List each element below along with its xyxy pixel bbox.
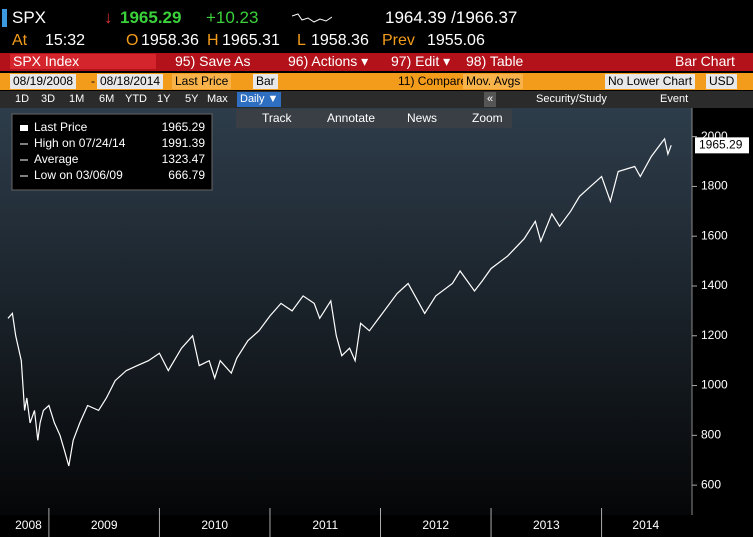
x-tick-label: 2013 (533, 518, 560, 532)
toolbar-field[interactable]: No Lower Chart (605, 74, 696, 89)
sparkline (292, 13, 332, 23)
toolbar: 08/19/2008-08/18/2014 Last Price Bar 11) Co… (0, 73, 753, 90)
quote-field: 1955.06 (427, 32, 485, 49)
legend-label: Last Price (34, 120, 88, 134)
chart-tool[interactable]: News (407, 111, 437, 125)
ticker-flag (2, 9, 7, 27)
period-button[interactable]: 1D (15, 93, 30, 105)
legend-value: 1965.29 (162, 120, 206, 134)
legend-label: High on 07/24/14 (34, 136, 126, 150)
toolbar-field[interactable]: Last Price (172, 74, 232, 89)
period-button[interactable]: 3D (41, 93, 56, 105)
y-tick-label: 1800 (701, 179, 728, 193)
period-button[interactable]: 5Y (185, 93, 199, 105)
quote-field: 1958.36 (141, 32, 199, 49)
quote-field: H (207, 32, 219, 49)
quote-field: L (297, 32, 306, 49)
toolbar-field[interactable]: 08/18/2014 (97, 74, 164, 89)
change: +10.23 (206, 8, 259, 27)
period-control[interactable]: Security/Study (536, 93, 607, 105)
quote-field: Prev (382, 32, 415, 49)
legend-value: 666.79 (168, 168, 205, 182)
menu-bar: SPX Index 95) Save As 96) Actions ▾ 97) Edi… (0, 53, 753, 71)
x-tick-label: 2010 (201, 518, 228, 532)
price-line (7, 137, 672, 467)
quote-field: At (12, 32, 28, 49)
quote-field: 1965.31 (222, 32, 280, 49)
quote-field: O (126, 32, 139, 49)
chart-tool[interactable]: Track (262, 111, 293, 125)
chart-tool[interactable]: Zoom (472, 111, 503, 125)
toolbar-field[interactable]: 08/19/2008 (10, 74, 77, 89)
menu-item[interactable]: 98) Table (466, 53, 524, 69)
bid-ask: 1964.39 /1966.37 (385, 8, 518, 27)
x-tick-label: 2009 (91, 518, 118, 532)
menu-item[interactable]: 95) Save As (175, 53, 251, 69)
period-button[interactable]: 1Y (157, 93, 171, 105)
legend-label: Low on 03/06/09 (34, 168, 123, 182)
menu-item[interactable]: 96) Actions ▾ (288, 53, 369, 69)
x-tick-label: 2014 (632, 518, 659, 532)
toolbar-field[interactable]: Bar (253, 74, 278, 89)
toolbar-field[interactable]: - (91, 74, 95, 88)
toolbar-field[interactable]: USD (706, 74, 738, 89)
legend-box (11, 113, 213, 191)
y-tick-label: 800 (701, 428, 721, 442)
y-tick-label: 600 (701, 477, 721, 491)
menu-item[interactable]: Bar Chart (675, 53, 735, 69)
period-control[interactable]: Event (660, 93, 689, 105)
x-tick-label: 2011 (312, 518, 338, 532)
x-tick-label: 2012 (422, 518, 449, 532)
legend-value: 1991.39 (162, 136, 206, 150)
y-tick-label: 1400 (701, 278, 728, 292)
period-bar: 1D 3D 1M 6M YTD 1Y 5Y Max Daily ▼ « Security/Study… (0, 91, 753, 108)
toolbar-field[interactable]: Mov. Avgs (463, 74, 524, 89)
tool-bar (236, 109, 512, 128)
legend-label: Average (34, 152, 79, 166)
quote-field: 15:32 (45, 32, 86, 49)
period-button[interactable]: Max (207, 93, 228, 105)
period-control[interactable]: Daily ▼ (237, 92, 282, 107)
chart-tool[interactable]: Annotate (327, 111, 375, 125)
last-price-label: 1965.29 (699, 138, 743, 152)
quote-field: 1958.36 (311, 32, 369, 49)
period-control[interactable]: « (484, 92, 497, 107)
toolbar-field[interactable]: 11) Compare (398, 74, 468, 88)
y-tick-label: 1000 (701, 378, 728, 392)
last: 1965.29 (120, 8, 182, 27)
last-price-tag (695, 137, 749, 154)
y-tick-label: 1600 (701, 228, 728, 242)
y-tick-label: 1200 (701, 328, 728, 342)
ticker: SPX (12, 8, 47, 27)
period-button[interactable]: YTD (125, 93, 147, 105)
x-tick-label: 2008 (15, 518, 42, 532)
period-button[interactable]: 6M (99, 93, 115, 105)
period-button[interactable]: 1M (69, 93, 85, 105)
legend-value: 1323.47 (162, 152, 206, 166)
x-axis-band (0, 515, 753, 537)
arrow: ↓ (104, 8, 113, 27)
security-name: SPX Index (10, 54, 156, 69)
menu-item[interactable]: 97) Edit ▾ (391, 53, 451, 69)
